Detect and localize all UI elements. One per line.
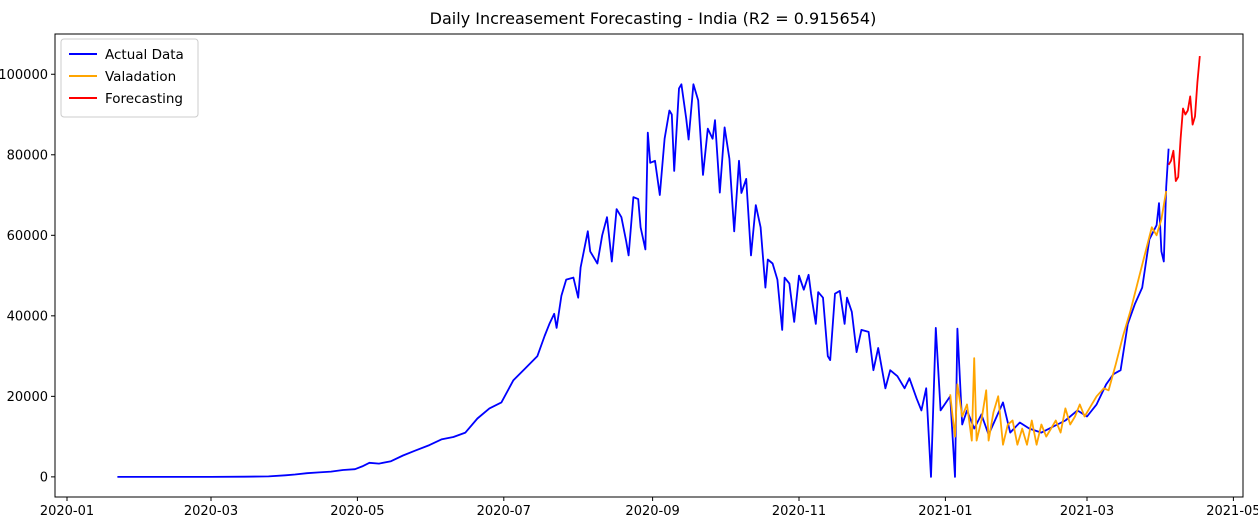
x-tick-label: 2020-09 xyxy=(625,504,679,519)
legend-label: Valadation xyxy=(105,69,176,85)
legend-label: Actual Data xyxy=(105,47,184,63)
legend: Actual Data Valadation Forecasting xyxy=(60,38,199,118)
x-tick-label: 2021-03 xyxy=(1060,504,1114,519)
x-tick-label: 2020-05 xyxy=(330,504,384,519)
plot-area xyxy=(54,33,1244,498)
y-tick-label: 0 xyxy=(40,470,48,485)
series-line-0 xyxy=(117,83,1170,478)
plot-frame xyxy=(54,33,1244,498)
y-tick-label: 20000 xyxy=(7,390,48,405)
y-tick-label: 60000 xyxy=(7,229,48,244)
x-tick-label: 2020-01 xyxy=(40,504,94,519)
x-tick-label: 2021-01 xyxy=(918,504,972,519)
y-tick-label: 80000 xyxy=(7,148,48,163)
y-axis: 0 20000 40000 60000 80000 100000 xyxy=(0,68,55,485)
y-tick-label: 40000 xyxy=(7,309,48,324)
x-axis: 2020-01 2020-03 2020-05 2020-07 2020-09 2020-… xyxy=(40,497,1258,519)
chart-title: Daily Increasement Forecasting - India (… xyxy=(430,9,877,28)
x-tick-label: 2020-07 xyxy=(477,504,531,519)
x-tick-label: 2020-03 xyxy=(184,504,238,519)
legend-label: Forecasting xyxy=(105,91,183,107)
series-line-2 xyxy=(1167,56,1201,182)
series-line-1 xyxy=(949,190,1168,446)
y-tick-label: 100000 xyxy=(0,68,48,83)
x-tick-label: 2021-05 xyxy=(1206,504,1258,519)
x-tick-label: 2020-11 xyxy=(772,504,826,519)
